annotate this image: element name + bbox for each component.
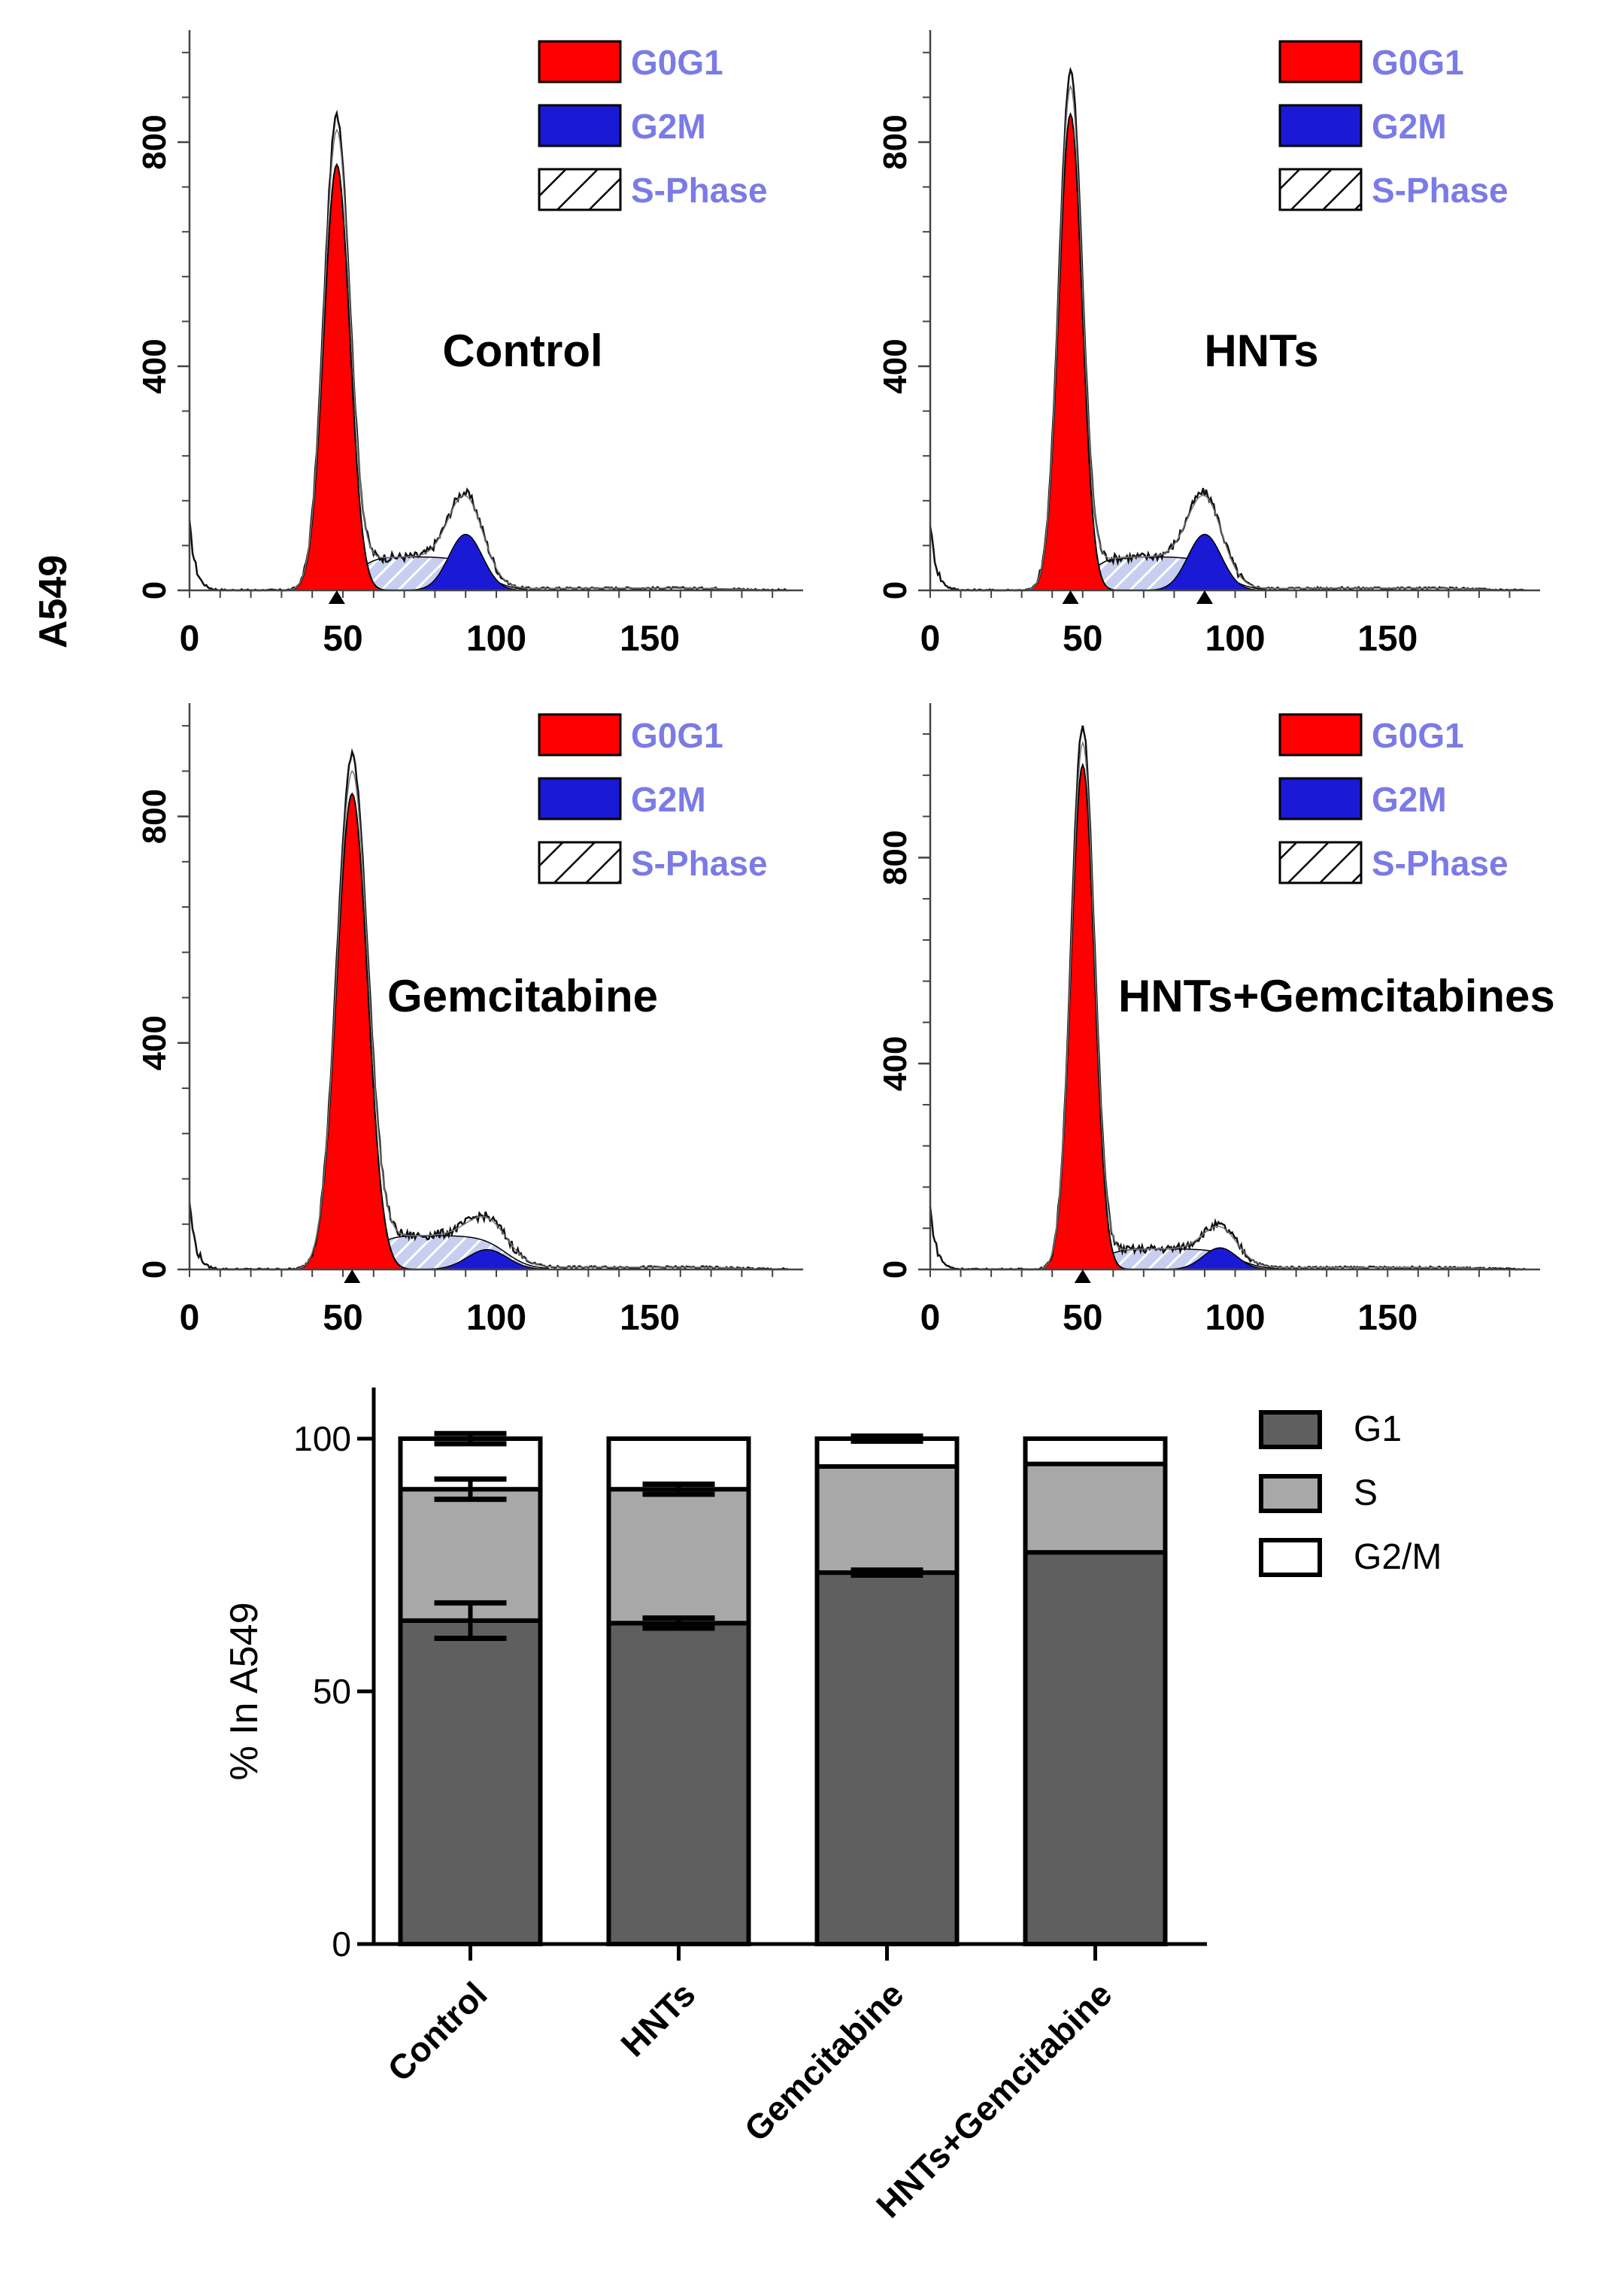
panel-title: Gemcitabine: [387, 971, 658, 1021]
bar-chart: 0 50 100 % In A549 Control HNTs GemcitabineHNT…: [223, 1388, 1442, 2225]
x-tick-label: 0: [180, 1298, 200, 1338]
x-tick-label: 0: [920, 619, 941, 659]
legend-label: S-Phase: [631, 171, 768, 210]
legend-swatch: [1278, 713, 1363, 757]
peak-marker: [1062, 590, 1079, 604]
bar-s-segment: [606, 1487, 751, 1626]
histogram-panel: 0 400 800 0 50 100 150 Gemcitabine G0G1 G2M S-Phas…: [136, 703, 803, 1338]
y-tick-label: 400: [136, 1015, 173, 1070]
y-tick-label: 400: [877, 338, 914, 393]
x-tick-label: 100: [1205, 1298, 1265, 1338]
y-tick-label: 800: [877, 830, 914, 885]
bar-legend-label: G2/M: [1354, 1537, 1442, 1577]
x-tick-label: 150: [620, 619, 680, 659]
legend-label: G2M: [631, 107, 706, 146]
bar-legend-label: S: [1354, 1473, 1378, 1513]
y-tick-label: 400: [136, 338, 173, 393]
y-tick-label: 800: [877, 114, 914, 169]
legend-label: G2M: [1372, 107, 1447, 146]
legend-swatch: [1278, 777, 1363, 820]
bar-category-label: Gemcitabine: [737, 1974, 911, 2149]
bar-g1-segment: [1023, 1550, 1168, 1946]
histogram-trace: [929, 66, 1525, 592]
g0g1-area: [290, 792, 414, 1270]
bar-y-axis-title: % In A549: [223, 1602, 266, 1780]
legend-swatch: [1278, 40, 1363, 83]
peak-marker: [1074, 1269, 1091, 1283]
bar-legend-swatch: [1259, 1538, 1322, 1577]
legend-label: G0G1: [631, 43, 723, 82]
row-label: A549: [32, 555, 75, 648]
bar-y-tick-label: 100: [293, 1419, 351, 1458]
legend-label: G2M: [1372, 780, 1447, 819]
panel-title: HNTs: [1204, 326, 1318, 376]
bar-legend-swatch: [1259, 1410, 1322, 1449]
legend-swatch-hatch: [538, 841, 622, 884]
panel-title: HNTs+Gemcitabines: [1118, 971, 1555, 1021]
legend-label: G0G1: [1372, 716, 1464, 755]
legend-swatch: [538, 713, 622, 757]
peak-marker: [1196, 590, 1213, 604]
g0g1-area: [274, 162, 399, 591]
bar-s-segment: [1023, 1461, 1168, 1555]
y-tick-label: 400: [877, 1036, 914, 1090]
y-tick-label: 800: [136, 114, 173, 169]
legend-label: S-Phase: [1372, 171, 1509, 210]
panel-title: Control: [442, 326, 602, 376]
legend-label: S-Phase: [1372, 844, 1509, 883]
x-tick-label: 0: [920, 1298, 941, 1338]
bar-y-tick-label: 50: [313, 1672, 351, 1711]
bar-g1-segment: [398, 1618, 543, 1946]
g0g1-area: [1008, 111, 1133, 591]
histogram-panel: 0 400 800 0 50 100 150 HNTs G0G1 G2M S-Phase: [877, 30, 1540, 659]
legend-label: S-Phase: [631, 844, 768, 883]
legend-swatch: [538, 104, 622, 147]
peak-marker: [328, 590, 345, 604]
legend-label: G2M: [631, 780, 706, 819]
x-tick-label: 50: [323, 619, 362, 659]
x-tick-label: 100: [466, 619, 526, 659]
legend-swatch-hatch: [538, 168, 622, 211]
bar-s-segment: [814, 1463, 960, 1576]
bar-y-tick-label: 0: [332, 1924, 351, 1964]
bar-category-label: HNTs: [613, 1974, 702, 2064]
histogram-fit-trace: [930, 84, 1525, 591]
bar-g1-segment: [606, 1621, 751, 1947]
x-tick-label: 100: [466, 1298, 526, 1338]
legend-label: G0G1: [1372, 43, 1464, 82]
bar-legend-label: G1: [1354, 1409, 1402, 1449]
x-tick-label: 150: [620, 1298, 680, 1338]
legend-label: G0G1: [631, 716, 723, 755]
legend-swatch: [1278, 104, 1363, 147]
x-tick-label: 100: [1205, 619, 1265, 659]
x-tick-label: 50: [1063, 1298, 1102, 1338]
legend-swatch-hatch: [1278, 841, 1363, 884]
legend-swatch-hatch: [1278, 168, 1363, 211]
y-tick-label: 0: [877, 1260, 914, 1278]
bar-g2m-segment: [1023, 1436, 1168, 1466]
legend-swatch: [538, 777, 622, 820]
x-tick-label: 150: [1357, 619, 1418, 659]
y-tick-label: 0: [136, 1260, 173, 1278]
bar-legend-swatch: [1259, 1474, 1322, 1513]
histogram-panel: 0 400 800 0 50 100 150 Control G0G1 G2M S-Phase: [136, 30, 803, 659]
y-tick-label: 0: [136, 581, 173, 599]
x-tick-label: 150: [1357, 1298, 1418, 1338]
y-tick-label: 800: [136, 789, 173, 844]
x-tick-label: 0: [180, 619, 200, 659]
x-tick-label: 50: [323, 1298, 362, 1338]
bar-g1-segment: [814, 1570, 960, 1947]
histogram-panel: 0 400 800 0 50 100 150 HNTs+Gemcitabines G0G1 G2M…: [877, 703, 1555, 1338]
y-tick-label: 0: [877, 581, 914, 599]
bar-category-label: HNTs+Gemcitabine: [869, 1974, 1120, 2225]
x-tick-label: 50: [1063, 619, 1102, 659]
bar-category-label: Control: [380, 1974, 494, 2088]
peak-marker: [344, 1269, 361, 1283]
legend-swatch: [538, 40, 622, 83]
